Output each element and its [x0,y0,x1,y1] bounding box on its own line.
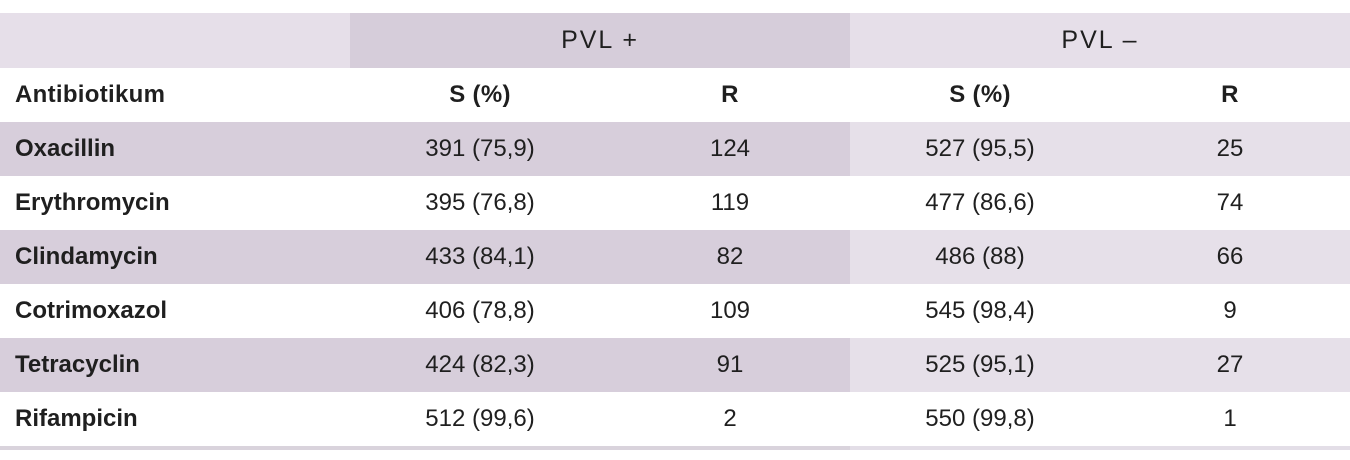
s-pos-cell: 424 (82,3) [350,338,610,392]
r-neg-cell: 1 [1110,392,1350,446]
group-header-row: PVL + PVL – [0,13,1350,68]
table-row: Erythromycin 395 (76,8) 119 477 (86,6) 7… [0,176,1350,230]
s-neg-cell: 550 (99,8) [850,392,1110,446]
table-row: Cotrimoxazol 406 (78,8) 109 545 (98,4) 9 [0,284,1350,338]
s-pos-cell: 391 (75,9) [350,122,610,176]
r-neg-cell: 27 [1110,338,1350,392]
table-row: Rifampicin 512 (99,6) 2 550 (99,8) 1 [0,392,1350,446]
antibiotic-name-cell: Clindamycin [0,230,350,284]
column-header-r-negative: R [1110,68,1350,122]
r-neg-cell: 9 [1110,284,1350,338]
table-bottom-border [0,446,1350,450]
group-header-pvl-negative: PVL – [850,13,1350,68]
antibiotic-name-cell: Tetracyclin [0,338,350,392]
s-neg-cell: 545 (98,4) [850,284,1110,338]
r-neg-cell: 66 [1110,230,1350,284]
s-pos-cell: 406 (78,8) [350,284,610,338]
table-row: Tetracyclin 424 (82,3) 91 525 (95,1) 27 [0,338,1350,392]
table-row: Oxacillin 391 (75,9) 124 527 (95,5) 25 [0,122,1350,176]
column-header-s-negative: S (%) [850,68,1110,122]
antibiotic-name-cell: Rifampicin [0,392,350,446]
s-neg-cell: 525 (95,1) [850,338,1110,392]
r-neg-cell: 74 [1110,176,1350,230]
antibiotic-name-cell: Erythromycin [0,176,350,230]
r-pos-cell: 2 [610,392,850,446]
s-pos-cell: 433 (84,1) [350,230,610,284]
table-row: Clindamycin 433 (84,1) 82 486 (88) 66 [0,230,1350,284]
page: PVL + PVL – Antibiotikum S (%) R S (%) R… [0,13,1350,450]
table-bottom-border-left-segment [0,446,850,450]
group-header-empty-cell [0,13,350,68]
r-pos-cell: 124 [610,122,850,176]
r-pos-cell: 91 [610,338,850,392]
r-pos-cell: 109 [610,284,850,338]
s-pos-cell: 395 (76,8) [350,176,610,230]
column-header-antibiotikum: Antibiotikum [0,68,350,122]
s-neg-cell: 527 (95,5) [850,122,1110,176]
r-neg-cell: 25 [1110,122,1350,176]
antibiotic-name-cell: Cotrimoxazol [0,284,350,338]
table-bottom-border-right-segment [850,446,1350,450]
s-neg-cell: 477 (86,6) [850,176,1110,230]
column-header-row: Antibiotikum S (%) R S (%) R [0,68,1350,122]
r-pos-cell: 119 [610,176,850,230]
column-header-s-positive: S (%) [350,68,610,122]
column-header-r-positive: R [610,68,850,122]
antibiotic-name-cell: Oxacillin [0,122,350,176]
antibiotic-resistance-table: PVL + PVL – Antibiotikum S (%) R S (%) R… [0,13,1350,446]
s-pos-cell: 512 (99,6) [350,392,610,446]
group-header-pvl-positive: PVL + [350,13,850,68]
s-neg-cell: 486 (88) [850,230,1110,284]
r-pos-cell: 82 [610,230,850,284]
